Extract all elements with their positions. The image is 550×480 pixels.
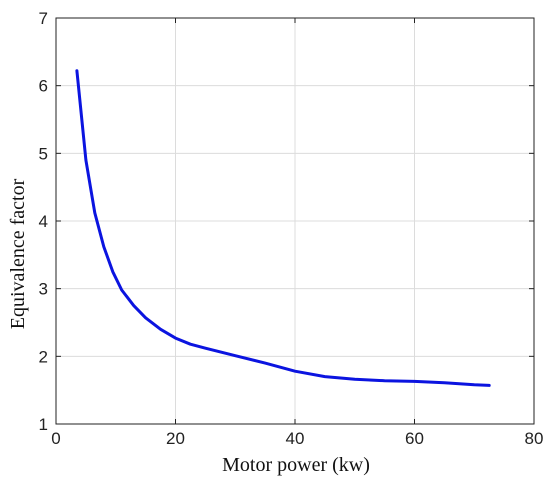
series-line xyxy=(75,69,491,387)
y-tick-labels: 1 2 3 4 5 6 7 xyxy=(39,9,48,434)
y-tick-label: 2 xyxy=(39,347,48,366)
y-tick-label: 4 xyxy=(39,212,48,231)
y-axis-title: Equivalence factor xyxy=(7,178,29,329)
x-tick-label: 0 xyxy=(51,429,60,448)
x-tick-labels: 0 20 40 60 80 xyxy=(51,429,543,448)
y-tick-label: 5 xyxy=(39,144,48,163)
tick-marks xyxy=(55,17,535,425)
y-tick-label: 6 xyxy=(39,77,48,96)
x-tick-label: 60 xyxy=(405,429,424,448)
y-tick-label: 7 xyxy=(39,9,48,28)
y-tick-label: 3 xyxy=(39,280,48,299)
series-layer xyxy=(75,69,491,387)
x-axis-title: Motor power (kw) xyxy=(222,454,370,476)
y-tick-label: 1 xyxy=(39,415,48,434)
x-tick-label: 80 xyxy=(525,429,544,448)
x-tick-label: 20 xyxy=(166,429,185,448)
x-tick-label: 40 xyxy=(286,429,305,448)
grid-lines xyxy=(56,18,534,424)
